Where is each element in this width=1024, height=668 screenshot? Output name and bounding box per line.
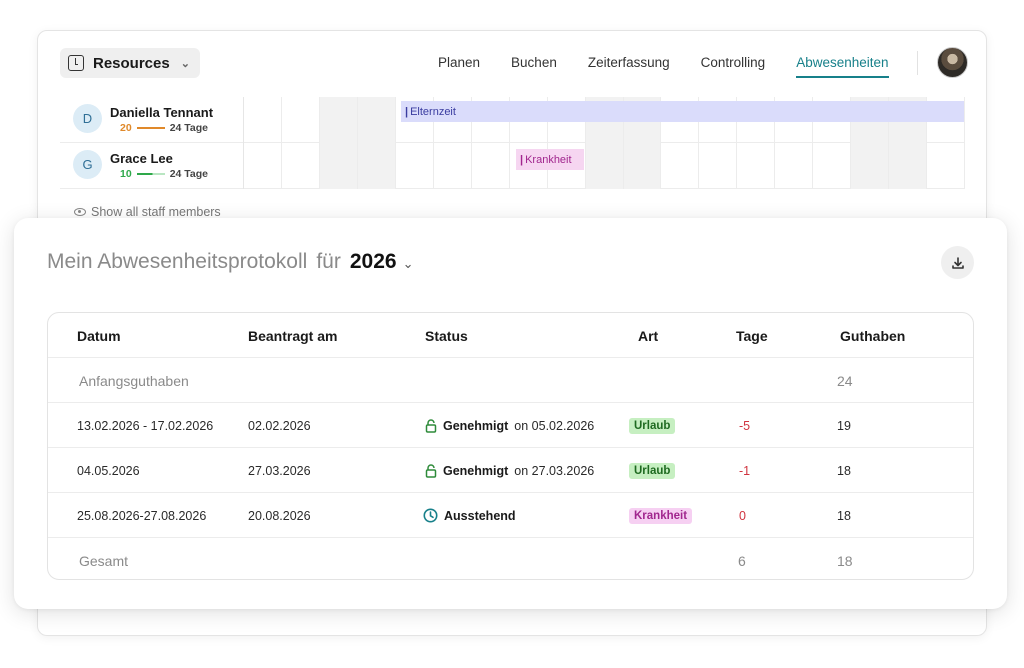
eye-icon bbox=[74, 208, 86, 216]
clock-square-icon bbox=[68, 55, 84, 71]
nav-divider bbox=[917, 51, 918, 75]
type-badge: Urlaub bbox=[629, 462, 676, 479]
used-days: 10 bbox=[120, 168, 132, 180]
tab-controlling[interactable]: Controlling bbox=[700, 55, 766, 70]
absence-bar-elternzeit[interactable]: | Elternzeit bbox=[401, 101, 964, 122]
total-balance: 18 bbox=[837, 552, 853, 569]
tab-planen[interactable]: Planen bbox=[438, 55, 481, 70]
start-balance: 24 bbox=[837, 372, 853, 389]
avatar: G bbox=[73, 150, 102, 179]
clock-icon bbox=[423, 508, 438, 523]
cell-status: Ausstehend bbox=[423, 493, 516, 538]
cell-beantragt: 02.02.2026 bbox=[248, 418, 311, 433]
status-text: Ausstehend bbox=[444, 508, 516, 523]
absence-table: Datum Beantragt am Status Art Tage Gutha… bbox=[47, 312, 974, 580]
cell-art: Urlaub bbox=[629, 448, 676, 493]
type-badge: Urlaub bbox=[629, 417, 676, 434]
cell-art: Krankheit bbox=[629, 493, 693, 538]
leave-summary: 20 24 Tage bbox=[120, 122, 208, 134]
col-tage: Tage bbox=[736, 327, 768, 344]
total-days: 24 Tage bbox=[169, 122, 209, 134]
col-datum: Datum bbox=[77, 327, 121, 344]
show-all-label: Show all staff members bbox=[91, 205, 221, 219]
status-date: on 27.03.2026 bbox=[514, 463, 595, 478]
table-row[interactable]: 13.02.2026 - 17.02.2026 02.02.2026 Geneh… bbox=[48, 403, 973, 448]
tab-zeiterfassung[interactable]: Zeiterfassung bbox=[587, 55, 670, 70]
total-label: Gesamt bbox=[79, 552, 129, 569]
person-cell[interactable]: G Grace Lee 10 24 Tage bbox=[60, 143, 244, 189]
schedule-row: D Daniella Tennant 20 24 Tage | Elternzei… bbox=[60, 97, 966, 143]
main-nav: Planen Buchen Zeiterfassung Controlling … bbox=[438, 55, 889, 78]
status-text: Genehmigt bbox=[443, 418, 509, 433]
person-cell[interactable]: D Daniella Tennant 20 24 Tage bbox=[60, 97, 244, 143]
person-name: Grace Lee bbox=[110, 151, 173, 166]
cell-guthaben: 18 bbox=[837, 463, 851, 478]
type-badge: Krankheit bbox=[629, 507, 693, 524]
resources-dropdown[interactable]: Resources ⌄ bbox=[60, 48, 200, 78]
page-title: Mein Abwesenheitsprotokoll für 2026 ⌄ bbox=[47, 250, 413, 274]
lock-icon bbox=[425, 418, 437, 433]
show-all-staff-link[interactable]: Show all staff members bbox=[74, 205, 221, 219]
status-text: Genehmigt bbox=[443, 463, 509, 478]
used-days: 20 bbox=[120, 122, 132, 134]
usage-bar bbox=[136, 127, 165, 129]
tab-buchen[interactable]: Buchen bbox=[511, 55, 557, 70]
cell-tage: -5 bbox=[739, 418, 751, 433]
cell-art: Urlaub bbox=[629, 403, 676, 448]
cell-guthaben: 18 bbox=[837, 508, 851, 523]
table-row-start: Anfangsguthaben 24 bbox=[48, 358, 973, 403]
absence-protocol-card: Mein Abwesenheitsprotokoll für 2026 ⌄ Da… bbox=[14, 218, 1007, 609]
cell-tage: 0 bbox=[739, 508, 746, 523]
lock-icon bbox=[425, 463, 437, 478]
leave-summary: 10 24 Tage bbox=[120, 168, 208, 180]
schedule-grid: D Daniella Tennant 20 24 Tage | Elternzei… bbox=[60, 97, 966, 189]
absence-bar-krankheit[interactable]: | Krankheit bbox=[516, 149, 584, 170]
cell-datum: 04.05.2026 bbox=[77, 463, 140, 478]
year-selector[interactable]: 2026 bbox=[349, 250, 397, 273]
schedule-row: G Grace Lee 10 24 Tage | Krankheit bbox=[60, 143, 966, 189]
title-text: Mein Abwesenheitsprotokoll bbox=[47, 250, 308, 273]
cell-datum: 25.08.2026-27.08.2026 bbox=[77, 508, 207, 523]
cell-datum: 13.02.2026 - 17.02.2026 bbox=[77, 418, 214, 433]
total-days: 6 bbox=[738, 552, 746, 569]
download-icon bbox=[951, 256, 964, 269]
start-label: Anfangsguthaben bbox=[79, 372, 189, 389]
chevron-down-icon: ⌄ bbox=[180, 57, 190, 70]
avatar: D bbox=[73, 104, 102, 133]
cell-guthaben: 19 bbox=[837, 418, 851, 433]
chevron-down-icon[interactable]: ⌄ bbox=[402, 256, 414, 271]
cell-status: Genehmigt on 27.03.2026 bbox=[425, 448, 594, 493]
total-days: 24 Tage bbox=[169, 168, 209, 180]
cell-tage: -1 bbox=[739, 463, 751, 478]
resources-label: Resources bbox=[93, 54, 170, 72]
table-header-row: Datum Beantragt am Status Art Tage Gutha… bbox=[48, 313, 973, 358]
user-avatar[interactable] bbox=[937, 47, 968, 78]
table-row[interactable]: 04.05.2026 27.03.2026 Genehmigt on 27.03… bbox=[48, 448, 973, 493]
status-date: on 05.02.2026 bbox=[514, 418, 595, 433]
day-cells bbox=[244, 143, 966, 189]
title-for: für bbox=[316, 250, 341, 273]
tab-abwesenheiten[interactable]: Abwesenheiten bbox=[796, 55, 889, 78]
cell-status: Genehmigt on 05.02.2026 bbox=[425, 403, 594, 448]
col-art: Art bbox=[638, 327, 659, 344]
cell-beantragt: 27.03.2026 bbox=[248, 463, 311, 478]
cell-beantragt: 20.08.2026 bbox=[248, 508, 311, 523]
download-button[interactable] bbox=[941, 246, 974, 279]
person-name: Daniella Tennant bbox=[110, 105, 214, 120]
table-row[interactable]: 25.08.2026-27.08.2026 20.08.2026 Aussteh… bbox=[48, 493, 973, 538]
top-bar: Resources ⌄ Planen Buchen Zeiterfassung … bbox=[38, 31, 986, 97]
col-guthaben: Guthaben bbox=[840, 327, 906, 344]
table-row-total: Gesamt 6 18 bbox=[48, 538, 973, 579]
col-beantragt: Beantragt am bbox=[248, 327, 338, 344]
usage-bar bbox=[136, 173, 165, 175]
col-status: Status bbox=[425, 327, 468, 344]
